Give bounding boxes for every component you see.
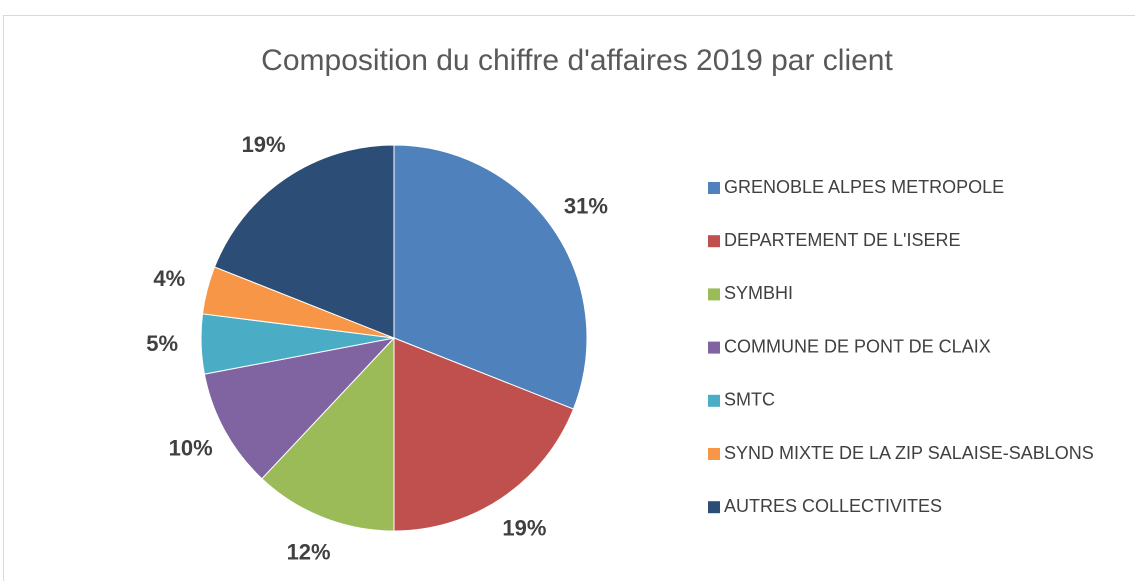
legend-swatch (708, 448, 720, 460)
legend-swatch (708, 235, 720, 248)
legend-swatch (708, 288, 720, 301)
legend-swatch (708, 394, 720, 407)
data-label: 31% (564, 193, 608, 218)
legend-label: COMMUNE DE PONT DE CLAIX (724, 336, 991, 356)
data-label: 4% (153, 266, 185, 291)
legend-label: GRENOBLE ALPES METROPOLE (724, 177, 1004, 197)
pie-slice (393, 144, 588, 410)
data-label: 19% (242, 132, 286, 157)
legend-swatch (708, 501, 720, 514)
data-label: 12% (287, 540, 331, 565)
pie-slice (261, 336, 395, 532)
pie-slice (203, 337, 396, 480)
legend-swatch (708, 182, 720, 194)
legend-label: AUTRES COLLECTIVITES (724, 496, 942, 516)
pie-slice (393, 337, 575, 532)
data-label: 5% (146, 331, 178, 356)
data-label: 10% (169, 436, 213, 461)
legend-label: SMTC (724, 390, 775, 410)
legend-label: SYND MIXTE DE LA ZIP SALAISE-SABLONS (724, 443, 1094, 463)
legend-label: DEPARTEMENT DE L'ISERE (724, 230, 961, 250)
chart-title: Composition du chiffre d'affaires 2019 p… (261, 44, 893, 77)
data-label: 19% (502, 516, 546, 541)
pie-slice (213, 144, 395, 339)
legend-label: SYMBHI (724, 283, 793, 303)
legend-swatch (708, 341, 720, 354)
